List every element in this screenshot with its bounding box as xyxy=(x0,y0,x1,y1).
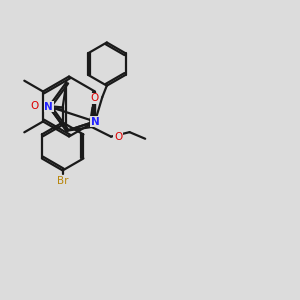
Text: O: O xyxy=(114,132,122,142)
Text: O: O xyxy=(31,100,39,110)
Text: O: O xyxy=(90,93,99,103)
Text: Br: Br xyxy=(57,176,68,186)
Text: N: N xyxy=(91,116,99,127)
Text: N: N xyxy=(44,101,53,112)
